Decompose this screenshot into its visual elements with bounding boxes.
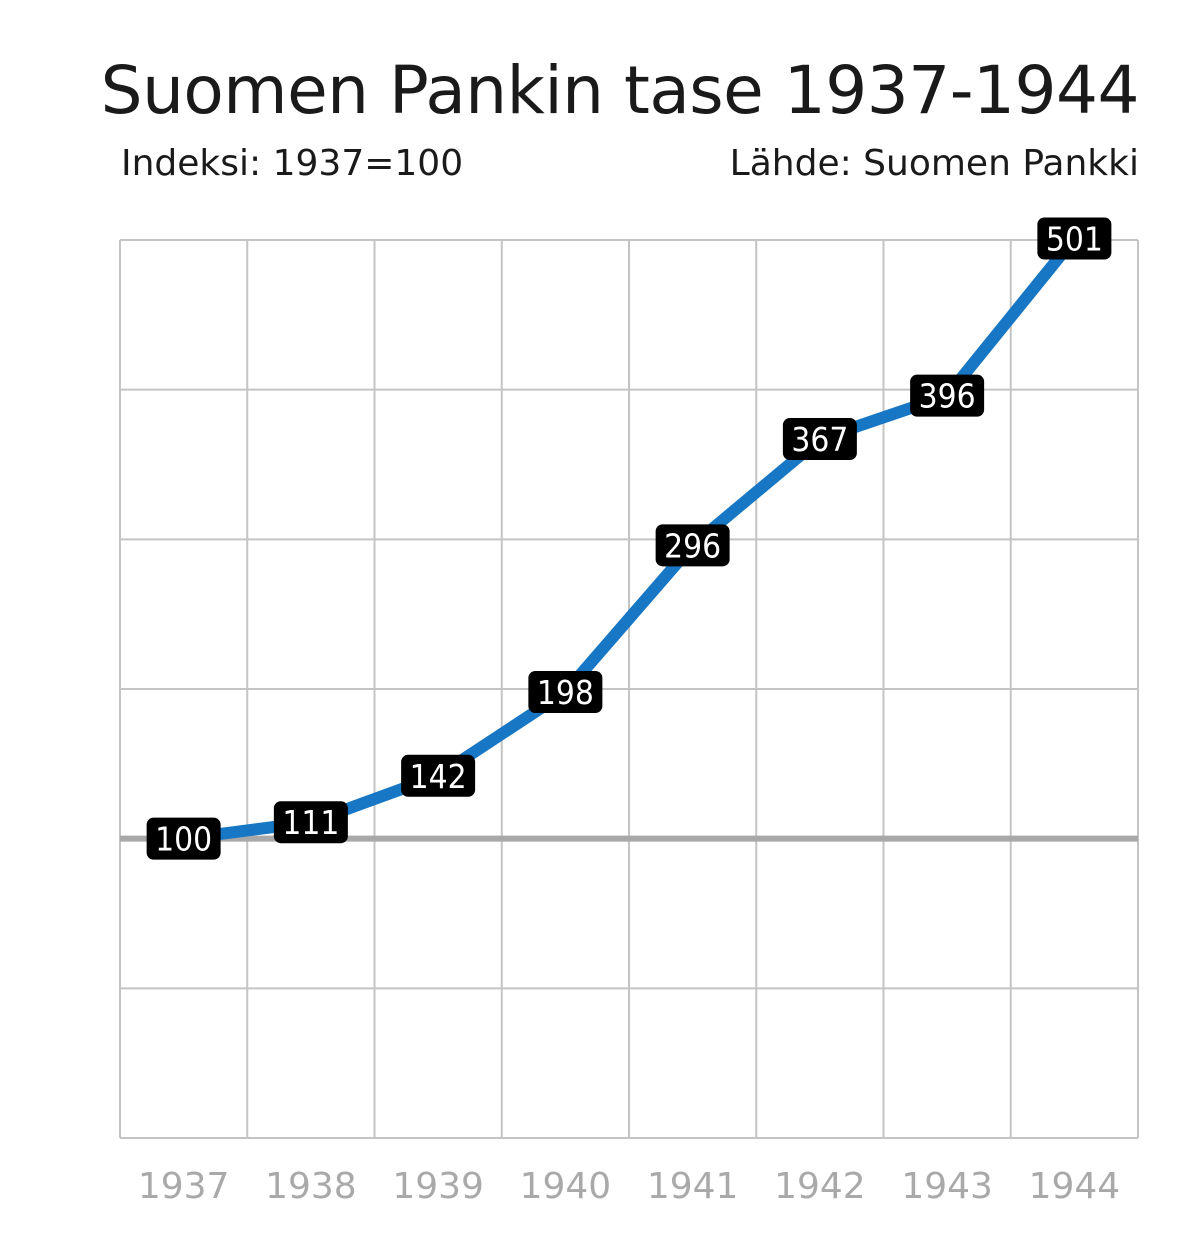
data-label-box — [655, 524, 730, 567]
data-label: 501 — [1037, 217, 1112, 260]
chart-source: Lähde: Suomen Pankki — [729, 143, 1139, 184]
chart-subtitle: Indeksi: 1937=100 — [121, 143, 464, 184]
x-tick-label: 1942 — [774, 1166, 866, 1207]
data-label: 142 — [401, 754, 476, 797]
data-label-box — [401, 754, 476, 797]
x-tick-label: 1937 — [138, 1166, 230, 1207]
data-label-text: 501 — [1046, 220, 1103, 259]
data-label-box — [1037, 217, 1112, 260]
data-label-text: 396 — [919, 377, 976, 416]
data-label: 367 — [782, 418, 857, 461]
x-tick-label: 1944 — [1029, 1166, 1121, 1207]
data-label-box — [528, 670, 603, 713]
data-label-text: 367 — [791, 420, 848, 459]
data-label-text: 100 — [155, 820, 212, 859]
x-axis-ticks: 1937 1938 1939 1940 1941 1942 1943 1944 — [138, 1166, 1120, 1207]
data-labels: 100 111 142 198 296 367 396 501 — [146, 217, 1112, 860]
x-tick-label: 1941 — [647, 1166, 739, 1207]
x-tick-label: 1939 — [392, 1166, 484, 1207]
data-label-box — [273, 801, 348, 844]
data-label: 296 — [655, 524, 730, 567]
data-label-text: 142 — [410, 757, 467, 796]
data-label: 396 — [910, 374, 985, 417]
chart-title: Suomen Pankin tase 1937-1944 — [100, 52, 1140, 129]
data-label-box — [782, 418, 857, 461]
data-label: 198 — [528, 670, 603, 713]
data-label-text: 296 — [664, 526, 721, 565]
x-tick-label: 1943 — [901, 1166, 993, 1207]
data-label: 100 — [146, 817, 221, 860]
data-label-box — [910, 374, 985, 417]
grid — [119, 239, 1139, 1139]
data-label: 111 — [273, 801, 348, 844]
x-tick-label: 1938 — [265, 1166, 357, 1207]
x-tick-label: 1940 — [520, 1166, 612, 1207]
data-label-text: 111 — [282, 803, 339, 842]
data-label-box — [146, 817, 221, 860]
data-label-text: 198 — [537, 673, 594, 712]
